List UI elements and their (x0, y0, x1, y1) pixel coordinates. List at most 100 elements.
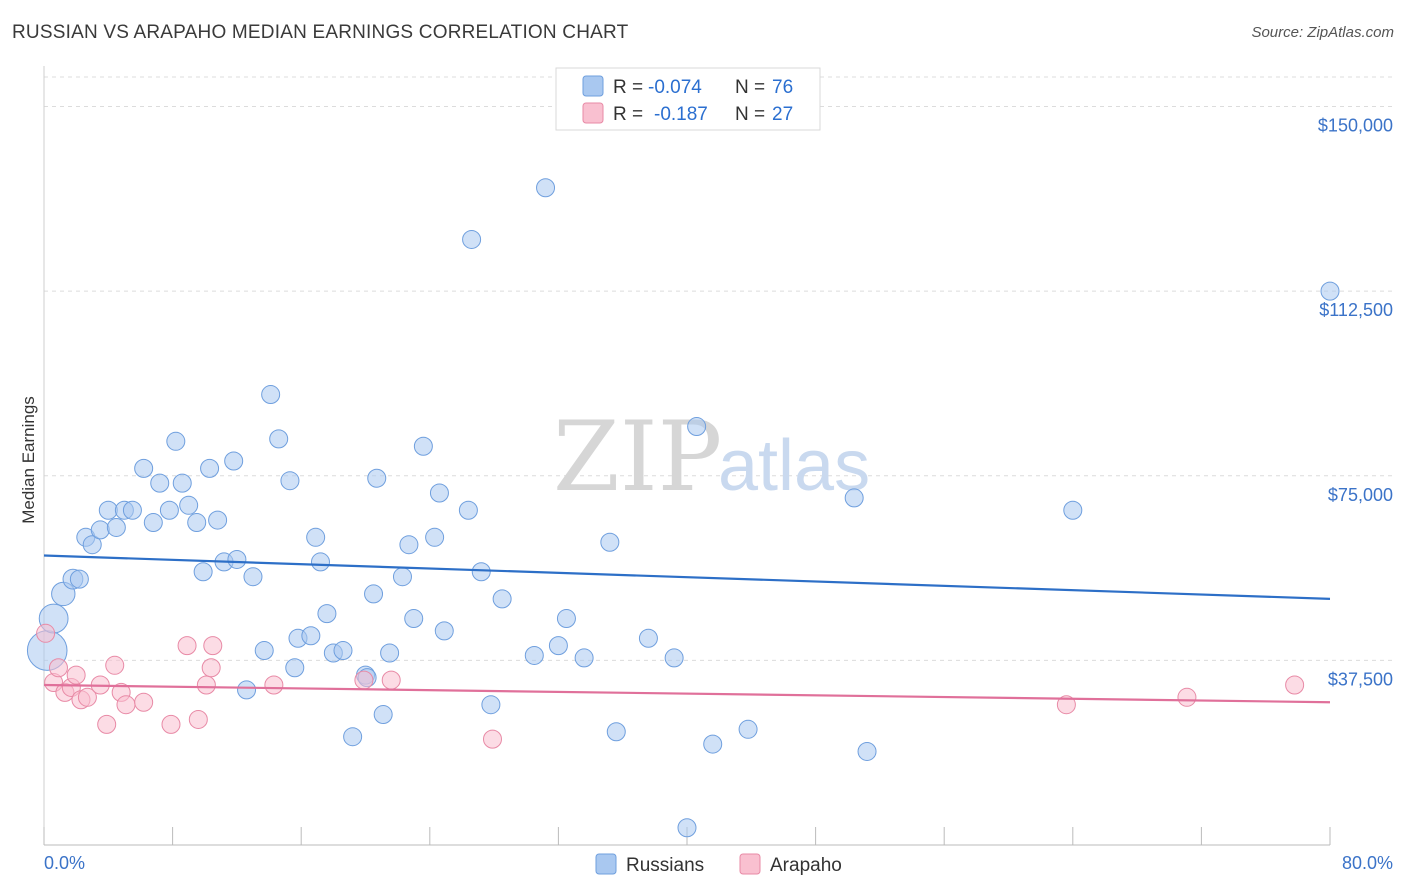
y-tick-label-3: $150,000 (1318, 116, 1393, 136)
legend-swatch-arapaho (582, 102, 604, 124)
point-russians-67 (677, 818, 697, 838)
chart-title: RUSSIAN VS ARAPAHO MEDIAN EARNINGS CORRE… (12, 22, 629, 43)
point-russians-64 (606, 722, 626, 742)
legend-n-label-russians: N = (735, 77, 765, 98)
point-russians-61 (556, 609, 576, 629)
watermark-atlas-text: atlas (718, 426, 870, 506)
legend-box: R = -0.074 N = 76 R = -0.187 N = 27 (555, 67, 821, 131)
point-russians-50 (425, 527, 445, 547)
point-russians-55 (471, 562, 491, 582)
point-russians-31 (280, 471, 300, 491)
point-russians-19 (187, 513, 207, 533)
point-arapaho-16 (188, 709, 208, 729)
point-russians-34 (301, 626, 321, 646)
point-arapaho-23 (482, 729, 502, 749)
point-russians-43 (367, 468, 387, 488)
point-russians-13 (143, 513, 163, 533)
point-russians-8 (98, 500, 118, 520)
watermark: ZIP atlas (553, 401, 870, 513)
point-russians-14 (150, 473, 170, 493)
point-russians-25 (227, 549, 247, 569)
point-russians-57 (492, 589, 512, 609)
point-russians-27 (243, 567, 263, 587)
legend-r-label-arapaho: R = (613, 104, 643, 125)
point-arapaho-10 (105, 655, 125, 675)
point-arapaho-14 (161, 714, 181, 734)
y-tick-label-1: $75,000 (1328, 485, 1393, 505)
point-arapaho-0 (36, 623, 56, 643)
legend-swatch-russians (582, 75, 604, 97)
point-russians-9 (106, 517, 126, 537)
point-russians-35 (306, 527, 326, 547)
point-russians-39 (333, 641, 353, 661)
legend-n-value-russians: 76 (772, 77, 793, 98)
point-russians-72 (857, 741, 877, 761)
point-russians-6 (82, 535, 102, 555)
point-russians-16 (166, 431, 186, 451)
bottom-legend-swatch-arapaho (739, 853, 761, 875)
point-russians-60 (548, 636, 568, 656)
point-arapaho-19 (203, 636, 223, 656)
point-russians-59 (536, 178, 556, 198)
legend-r-label-russians: R = (613, 77, 643, 98)
point-russians-32 (285, 658, 305, 678)
point-russians-20 (193, 562, 213, 582)
legend-n-label-arapaho: N = (735, 104, 765, 125)
legend-n-value-arapaho: 27 (772, 104, 793, 125)
point-arapaho-22 (381, 670, 401, 690)
point-russians-17 (172, 473, 192, 493)
chart-source: Source: ZipAtlas.com (1251, 24, 1394, 41)
point-russians-48 (404, 609, 424, 629)
trend-lines (43, 554, 1331, 704)
point-russians-40 (343, 727, 363, 747)
point-arapaho-17 (196, 675, 216, 695)
point-arapaho-18 (201, 658, 221, 678)
point-russians-49 (413, 436, 433, 456)
trend-line-russians (43, 554, 1331, 600)
x-tick-label-min: 0.0% (44, 853, 85, 873)
legend-r-value-russians: -0.074 (648, 77, 702, 98)
x-tick-label-max: 80.0% (1342, 853, 1393, 873)
bottom-legend-label-arapaho: Arapaho (770, 855, 842, 876)
y-tick-label-2: $112,500 (1319, 300, 1393, 320)
point-russians-18 (179, 495, 199, 515)
point-arapaho-7 (77, 687, 97, 707)
y-tick-labels: $37,500 $75,000 $112,500 $150,000 (1318, 116, 1393, 690)
point-russians-65 (638, 628, 658, 648)
point-russians-21 (200, 458, 220, 478)
point-russians-42 (364, 584, 384, 604)
bottom-legend: Russians Arapaho (595, 853, 842, 876)
point-russians-54 (462, 229, 482, 249)
point-arapaho-26 (1285, 675, 1305, 695)
point-russians-71 (844, 488, 864, 508)
point-arapaho-9 (97, 714, 117, 734)
point-russians-15 (159, 500, 179, 520)
point-arapaho-20 (264, 675, 284, 695)
point-arapaho-5 (66, 665, 86, 685)
point-arapaho-13 (134, 692, 154, 712)
point-russians-30 (269, 429, 289, 449)
point-russians-36 (310, 552, 330, 572)
legend-r-value-arapaho: -0.187 (654, 104, 708, 125)
point-russians-58 (524, 645, 544, 665)
point-russians-69 (703, 734, 723, 754)
x-tick-labels: 0.0% 80.0% (44, 853, 1393, 873)
point-russians-37 (317, 604, 337, 624)
point-arapaho-15 (177, 636, 197, 656)
point-russians-45 (380, 643, 400, 663)
point-russians-51 (429, 483, 449, 503)
point-russians-62 (574, 648, 594, 668)
point-russians-56 (481, 695, 501, 715)
point-arapaho-24 (1056, 695, 1076, 715)
y-tick-label-0: $37,500 (1328, 669, 1393, 689)
bottom-legend-label-russians: Russians (626, 855, 704, 876)
point-russians-4 (69, 569, 89, 589)
point-russians-29 (261, 385, 281, 405)
point-russians-73 (1063, 500, 1083, 520)
point-russians-47 (399, 535, 419, 555)
point-russians-12 (134, 458, 154, 478)
point-russians-63 (600, 532, 620, 552)
point-russians-11 (122, 500, 142, 520)
point-arapaho-21 (354, 670, 374, 690)
